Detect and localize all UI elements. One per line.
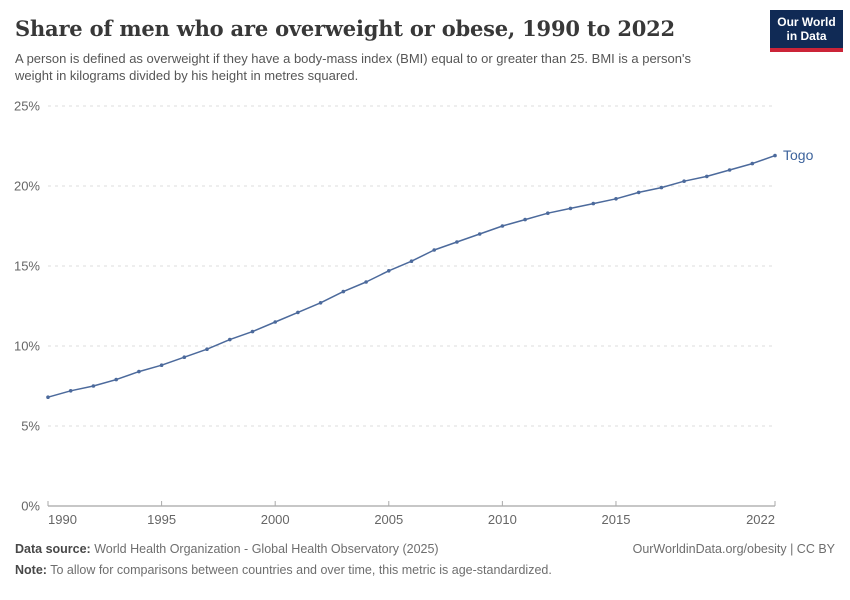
- data-point: [205, 347, 209, 352]
- data-point: [182, 355, 187, 360]
- data-point: [296, 310, 300, 315]
- data-point: [614, 197, 618, 201]
- chart-footer: Data source: World Health Organization -…: [0, 536, 850, 581]
- x-axis-tick-label: 2000: [261, 512, 290, 527]
- data-point: [341, 289, 346, 294]
- data-point: [409, 259, 414, 263]
- data-point: [91, 384, 96, 388]
- data-source: Data source: World Health Organization -…: [15, 539, 439, 560]
- data-point: [705, 174, 709, 179]
- data-point: [750, 161, 755, 166]
- data-point: [137, 369, 141, 374]
- y-axis-tick-label: 15%: [14, 259, 40, 274]
- data-point: [273, 320, 278, 324]
- data-point: [477, 232, 482, 236]
- x-axis-tick-label: 2005: [374, 512, 403, 527]
- data-point: [228, 337, 232, 342]
- data-point: [659, 185, 664, 190]
- x-axis-tick-label: 1995: [147, 512, 176, 527]
- data-point: [682, 179, 686, 183]
- x-axis-tick-label: 1990: [48, 512, 77, 527]
- data-point: [364, 280, 368, 284]
- y-axis-tick-label: 5%: [21, 419, 40, 434]
- data-point: [636, 190, 641, 195]
- data-point: [773, 153, 777, 158]
- data-point: [250, 329, 255, 334]
- x-axis-tick-label: 2022: [746, 512, 775, 527]
- data-point: [591, 201, 596, 206]
- data-point: [500, 224, 505, 228]
- series-togo[interactable]: [46, 153, 777, 400]
- data-point: [546, 211, 550, 215]
- y-axis-tick-label: 20%: [14, 179, 40, 194]
- y-axis-tick-label: 10%: [14, 339, 40, 354]
- data-point: [159, 363, 164, 368]
- page-title: Share of men who are overweight or obese…: [15, 16, 675, 41]
- owid-logo-line1: Our World: [777, 15, 836, 29]
- y-axis-tick-label: 25%: [14, 99, 40, 114]
- data-source-text: World Health Organization - Global Healt…: [94, 542, 439, 556]
- data-point: [568, 206, 573, 211]
- data-point: [318, 301, 323, 305]
- chart-note: Note: To allow for comparisons between c…: [15, 560, 835, 581]
- note-text: To allow for comparisons between countri…: [50, 563, 552, 577]
- data-point: [727, 168, 732, 172]
- attribution-link[interactable]: OurWorldinData.org/obesity | CC BY: [632, 542, 835, 556]
- chart-subtitle: A person is defined as overweight if the…: [15, 51, 691, 83]
- data-point: [46, 395, 50, 400]
- x-axis-tick-label: 2010: [488, 512, 517, 527]
- data-source-label: Data source:: [15, 542, 91, 556]
- x-axis-tick-label: 2015: [602, 512, 631, 527]
- data-point: [523, 217, 527, 222]
- series-line: [47, 154, 776, 398]
- data-point: [387, 269, 391, 273]
- y-axis-tick-label: 0%: [21, 499, 40, 514]
- data-point: [114, 377, 118, 382]
- note-label: Note:: [15, 563, 47, 577]
- line-chart: 0% 5% 10% 15% 20% 25% 1990 1995 2000 2005 2010 2015…: [14, 99, 814, 528]
- data-point: [455, 240, 459, 244]
- data-point: [432, 248, 437, 252]
- data-point: [68, 389, 73, 393]
- entity-label[interactable]: Togo: [783, 147, 814, 163]
- owid-logo-line2: in Data: [786, 29, 827, 43]
- owid-logo: Our World in Data: [770, 10, 843, 52]
